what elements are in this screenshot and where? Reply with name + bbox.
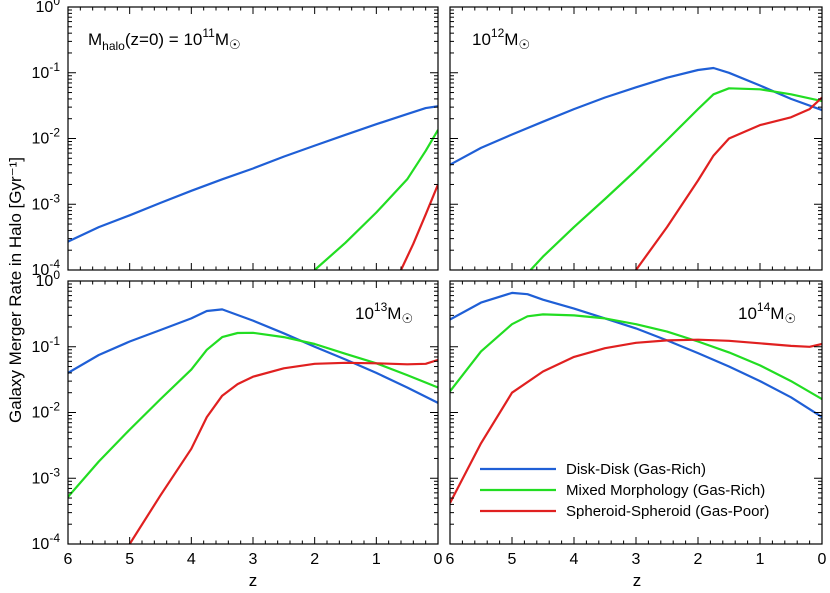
panel-label: Mhalo(z=0) = 1011M☉: [88, 26, 241, 53]
x-tick-label: 3: [249, 551, 258, 568]
x-tick-label: 6: [64, 551, 73, 568]
x-tick-label: 2: [310, 551, 319, 568]
y-axis-label: Galaxy Merger Rate in Halo [Gyr⁻¹]: [6, 157, 25, 423]
series-line-spheroid: [128, 358, 438, 544]
y-tick-label: 10-1: [32, 334, 61, 356]
legend: Disk-Disk (Gas-Rich) Mixed Morphology (Ga…: [480, 461, 769, 520]
panel-bottom-left: 0 1 2 3 4 5 610-4 10-3 10-2 10-1 100 1013M☉: [32, 268, 443, 568]
y-tick-label: 10-4: [32, 257, 61, 279]
x-tick-label: 0: [818, 551, 827, 568]
x-tick-label: 5: [125, 551, 134, 568]
series-group: [68, 105, 438, 270]
x-tick-label: 4: [187, 551, 196, 568]
x-tick-label: 2: [694, 551, 703, 568]
series-group: [68, 308, 438, 544]
series-group: [450, 291, 822, 504]
series-group: [450, 66, 822, 270]
series-line-spheroid: [400, 184, 438, 270]
x-tick-label: 0: [434, 551, 443, 568]
series-line-disk: [450, 291, 822, 419]
y-tick-label: 10-2: [32, 126, 61, 148]
y-tick-label: 10-3: [32, 191, 61, 213]
series-line-disk: [450, 66, 822, 166]
x-tick-label: 1: [756, 551, 765, 568]
panel-bottom-right: 0 1 2 3 4 5 6 1014M☉: [446, 280, 827, 568]
series-line-mixed: [529, 87, 822, 270]
y-tick-label: 10-2: [32, 400, 61, 422]
panel-label: 1012M☉: [472, 26, 530, 52]
series-line-mixed: [450, 313, 822, 401]
y-tick-label: 100: [36, 0, 61, 16]
y-tick-label: 10-1: [32, 60, 61, 82]
series-line-spheroid: [450, 338, 822, 504]
series-line-spheroid: [635, 96, 822, 270]
legend-label: Disk-Disk (Gas-Rich): [566, 461, 706, 478]
x-axis-label-left: z: [249, 571, 258, 590]
y-tick-label: 10-4: [32, 531, 61, 553]
x-tick-label: 5: [508, 551, 517, 568]
x-tick-label: 6: [446, 551, 455, 568]
panel-top-left: 10-4 10-3 10-2 10-1 100 Mhalo(z=0) = 1011M☉: [32, 0, 439, 279]
panel-top-right: 1012M☉: [449, 6, 823, 271]
panel-label: 1013M☉: [355, 300, 413, 326]
x-tick-label: 1: [372, 551, 381, 568]
series-line-mixed: [68, 331, 438, 498]
series-line-mixed: [313, 129, 438, 270]
x-tick-label: 4: [570, 551, 579, 568]
legend-label: Spheroid-Spheroid (Gas-Poor): [566, 503, 769, 520]
x-tick-label: 3: [632, 551, 641, 568]
series-line-disk: [68, 105, 438, 243]
panel-label: 1014M☉: [738, 300, 796, 326]
x-axis-label-right: z: [633, 571, 642, 590]
y-tick-label: 10-3: [32, 465, 61, 487]
y-tick-label: 100: [36, 268, 61, 290]
series-line-disk: [68, 308, 438, 404]
legend-label: Mixed Morphology (Gas-Rich): [566, 482, 765, 499]
